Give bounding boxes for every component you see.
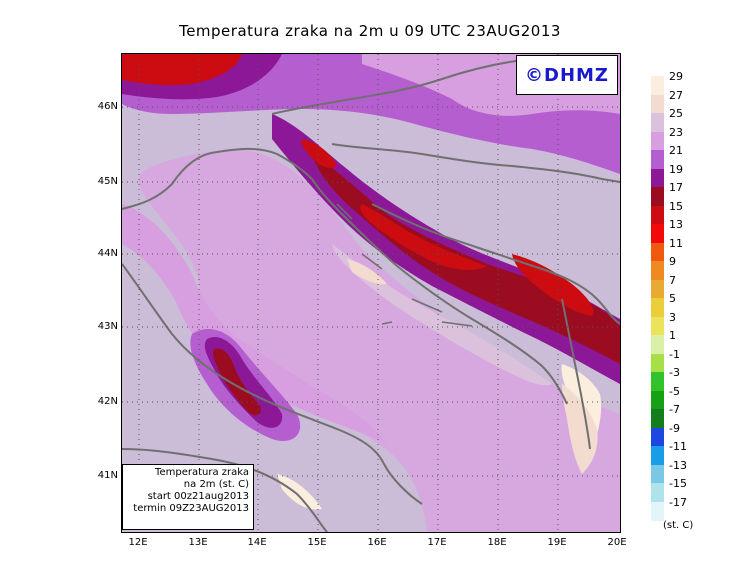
legend-label: 29 (669, 70, 683, 83)
legend-swatch (651, 335, 664, 354)
croatia-coastline (311, 178, 568, 405)
temperature-map (121, 53, 621, 533)
island-4 (441, 321, 473, 327)
info-box: Temperatura zraka na 2m (st. C) start 00… (122, 464, 254, 530)
legend-label: -13 (669, 458, 687, 472)
lat-label: 41N (97, 470, 118, 481)
legend-label: 13 (669, 218, 683, 231)
legend-swatch (651, 409, 664, 428)
lon-label: 14E (247, 537, 267, 548)
dinaric-hot (360, 204, 487, 270)
lon-label: 15E (307, 537, 327, 548)
info-line: na 2m (st. C) (183, 479, 249, 490)
legend-label: 19 (669, 162, 683, 176)
legend-swatch (651, 224, 664, 243)
legend-swatch (651, 242, 664, 262)
legend-label: -5 (669, 384, 680, 398)
island-3 (411, 298, 443, 313)
montenegro-border (561, 298, 591, 450)
legend-swatch (651, 113, 664, 132)
legend-swatch (651, 390, 664, 410)
island-1 (336, 203, 353, 220)
lat-label: 45N (97, 176, 118, 187)
italy-coastline-east (122, 263, 423, 505)
legend-unit: (st. C) (663, 520, 694, 531)
legend-label: 7 (669, 273, 676, 287)
legend-label: 17 (669, 181, 683, 194)
legend-swatch (651, 483, 664, 502)
legend-swatch (651, 261, 664, 280)
lat-label: 42N (97, 396, 118, 407)
lon-label: 12E (128, 537, 148, 548)
north-alps-red (122, 54, 242, 86)
legend-swatch (651, 76, 664, 95)
legend-swatch (651, 205, 664, 225)
legend-label: -7 (669, 403, 680, 416)
legend-swatch (651, 501, 664, 521)
legend-label: 15 (669, 199, 683, 213)
legend-label: 25 (669, 107, 683, 120)
coastal-pale (347, 259, 387, 285)
legend-label: 27 (669, 88, 683, 102)
legend-label: 9 (669, 255, 676, 268)
legend-label: -1 (669, 347, 680, 361)
legend-swatch (651, 427, 664, 447)
legend-swatch (651, 279, 664, 299)
island-5 (381, 321, 393, 325)
coastal-cool (332, 244, 552, 386)
legend-swatch (651, 446, 664, 465)
map-canvas (122, 54, 620, 532)
lon-label: 18E (487, 537, 507, 548)
lon-label: 20E (607, 537, 627, 548)
italy-coastline-north (122, 147, 313, 210)
legend-swatch (651, 464, 664, 484)
slovenia-border (271, 58, 533, 115)
map-title: Temperatura zraka na 2m u 09 UTC 23AUG20… (179, 22, 561, 40)
lat-label: 44N (97, 248, 118, 259)
lat-label: 46N (97, 101, 118, 112)
legend-swatch (651, 372, 664, 391)
dinaric-hot-north (301, 139, 337, 168)
legend-swatch (651, 298, 664, 317)
legend-label: -9 (669, 421, 680, 435)
bosnia-border (371, 203, 620, 325)
legend-swatch (651, 187, 664, 206)
legend-swatch (651, 316, 664, 336)
legend-label: 5 (669, 292, 676, 305)
info-line: start 00z21aug2013 (147, 491, 249, 502)
italy-land (122, 214, 427, 532)
island-2 (361, 253, 383, 270)
lon-label: 17E (427, 537, 447, 548)
info-line: termin 09Z23AUG2013 (133, 503, 249, 514)
grid-lines (122, 54, 620, 532)
legend-swatch (651, 94, 664, 114)
italy-south-pale (277, 474, 322, 510)
italy-hotspot-red (213, 348, 261, 416)
islands (336, 203, 473, 327)
italy-warm (122, 204, 387, 444)
coastlines (122, 58, 620, 532)
albania-pale (562, 384, 598, 474)
legend-swatch (651, 131, 664, 151)
legend-label: -15 (669, 477, 687, 490)
legend-label: 1 (669, 329, 676, 342)
legend-label: -11 (669, 440, 687, 453)
lon-label: 19E (547, 537, 567, 548)
legend-label: -3 (669, 366, 680, 379)
lat-label: 43N (97, 321, 118, 332)
legend-swatch (651, 353, 664, 373)
dinaric-hot-east (512, 254, 594, 316)
legend-label: -17 (669, 495, 687, 509)
legend-label: 11 (669, 236, 683, 250)
legend-swatch (651, 150, 664, 169)
legend-label: 21 (669, 144, 683, 157)
dhmz-logo: ©DHMZ (516, 55, 618, 95)
info-line: Temperatura zraka (155, 467, 249, 478)
legend-swatch (651, 168, 664, 188)
legend-label: 3 (669, 310, 676, 324)
lon-label: 16E (367, 537, 387, 548)
legend-label: 23 (669, 125, 683, 139)
lon-label: 13E (188, 537, 208, 548)
